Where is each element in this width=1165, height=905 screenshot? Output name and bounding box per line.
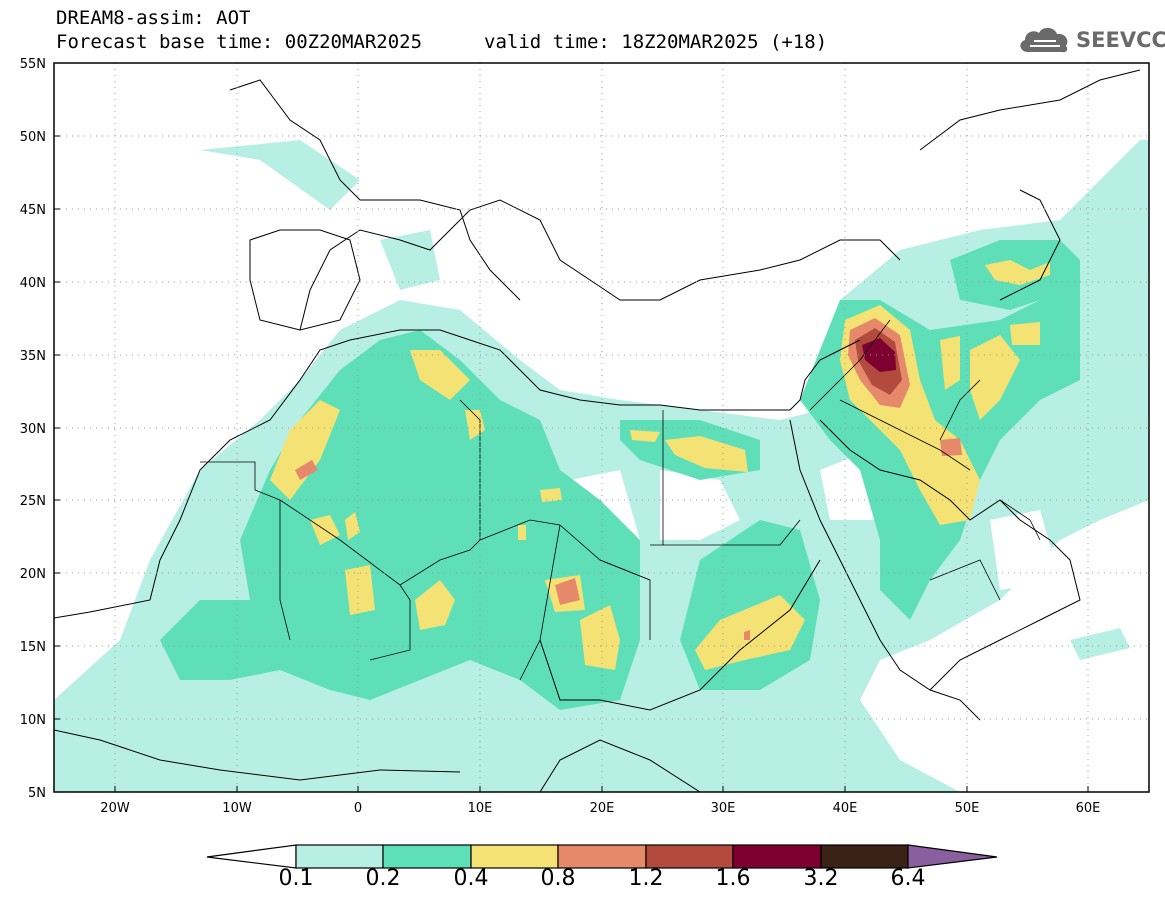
- lat-label: 40N: [20, 276, 46, 291]
- colorbar-label: 0.2: [365, 866, 401, 891]
- lat-label: 5N: [28, 786, 46, 801]
- country-borders: [200, 319, 1041, 681]
- lat-label: 45N: [20, 203, 46, 218]
- lon-ticks: [114, 786, 1089, 792]
- lon-label: 40E: [833, 801, 858, 816]
- colorbar-label: 1.6: [715, 866, 751, 891]
- seevccc-logo: SEEVCCC: [1016, 22, 1165, 58]
- lat-label: 15N: [20, 640, 46, 655]
- lat-label: 50N: [20, 130, 46, 145]
- lon-label: 10E: [468, 801, 493, 816]
- lon-labels: 20W 10W 0 10E 20E 30E 40E 50E 60E: [100, 801, 1100, 816]
- colorbar-label: 6.4: [890, 866, 926, 891]
- colorbar-label: 1.2: [628, 866, 664, 891]
- lat-labels: 55N 50N 45N 40N 35N 30N 25N 20N 15N 10N …: [20, 57, 46, 801]
- lon-label: 30E: [711, 801, 736, 816]
- title-line-2: Forecast base time: 00Z20MAR2025: [56, 31, 423, 53]
- lat-label: 30N: [20, 422, 46, 437]
- valid-time: valid time: 18Z20MAR2025 (+18): [484, 31, 828, 53]
- cloud-icon: [1020, 27, 1068, 53]
- lat-ticks: [54, 62, 60, 793]
- lat-label: 35N: [20, 349, 46, 364]
- lon-label: 50E: [955, 801, 980, 816]
- lon-label: 10W: [222, 801, 252, 816]
- coastlines: [54, 69, 1141, 792]
- colorbar-label: 0.1: [278, 866, 314, 891]
- colorbar-label: 0.4: [453, 866, 489, 891]
- lat-label: 25N: [20, 494, 46, 509]
- colorbar-label: 0.8: [540, 866, 576, 891]
- title-line-1: DREAM8-assim: AOT: [56, 7, 251, 29]
- grid-lines: [54, 63, 1149, 792]
- lon-label: 0: [354, 801, 362, 816]
- lon-label: 60E: [1076, 801, 1101, 816]
- lat-label: 20N: [20, 567, 46, 582]
- colorbar-label: 3.2: [803, 866, 839, 891]
- lat-label: 55N: [20, 57, 46, 72]
- lon-label: 20E: [590, 801, 615, 816]
- lat-label: 10N: [20, 713, 46, 728]
- logo-text: SEEVCCC: [1076, 28, 1165, 52]
- lon-label: 20W: [100, 801, 130, 816]
